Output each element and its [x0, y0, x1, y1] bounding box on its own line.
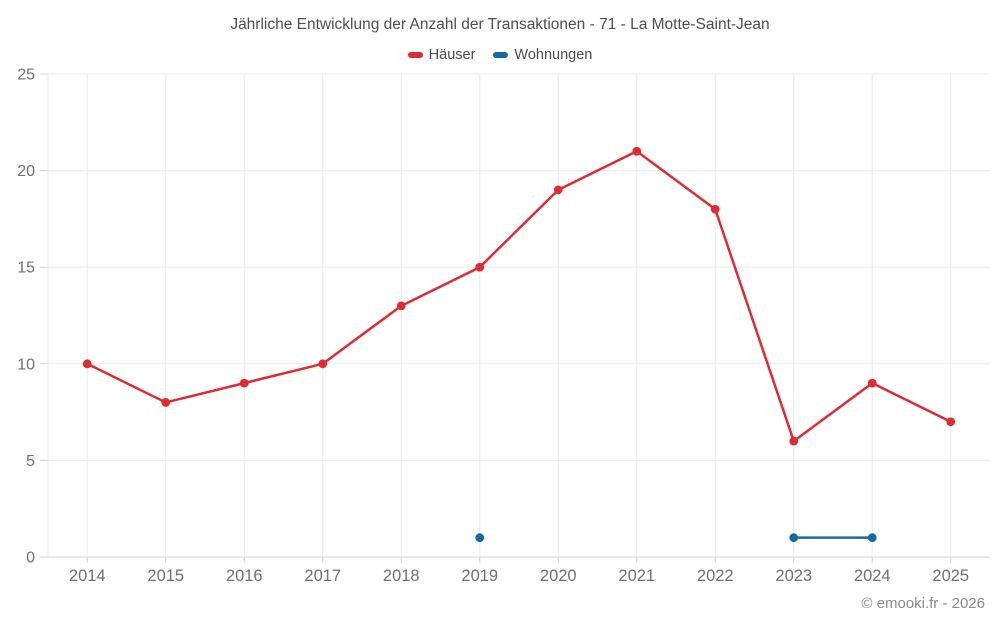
chart-title: Jährliche Entwicklung der Anzahl der Tra… — [230, 16, 770, 33]
data-point[interactable] — [161, 398, 171, 407]
legend-item[interactable]: Wohnungen — [493, 47, 592, 63]
x-axis-label: 2020 — [540, 567, 577, 585]
data-point[interactable] — [710, 204, 720, 214]
y-axis-label: 0 — [26, 550, 35, 567]
data-point[interactable] — [239, 378, 249, 388]
x-axis-label: 2022 — [697, 567, 734, 585]
x-axis-label: 2017 — [304, 567, 341, 585]
data-point[interactable] — [475, 533, 485, 543]
data-point[interactable] — [396, 301, 406, 311]
x-axis-label: 2021 — [618, 567, 655, 585]
x-axis-label: 2024 — [854, 567, 891, 585]
data-point[interactable] — [867, 378, 877, 388]
x-axis-label: 2023 — [775, 567, 812, 585]
y-axis-label: 10 — [17, 356, 35, 373]
legend-item[interactable]: Häuser — [407, 47, 476, 63]
data-point[interactable] — [318, 359, 328, 369]
x-axis-label: 2019 — [461, 567, 498, 585]
x-axis-label: 2015 — [147, 567, 184, 585]
data-point[interactable] — [82, 359, 92, 369]
x-axis-label: 2016 — [226, 567, 263, 585]
series-line — [86, 150, 952, 443]
legend-label: Wohnungen — [514, 47, 593, 63]
data-point[interactable] — [632, 146, 642, 156]
legend-swatch — [493, 52, 509, 58]
data-point[interactable] — [946, 417, 956, 427]
data-point[interactable] — [789, 533, 799, 543]
y-axis-label: 15 — [17, 260, 35, 277]
copyright-footer: © emooki.fr - 2026 — [861, 595, 985, 612]
y-axis-label: 5 — [26, 453, 35, 470]
data-point[interactable] — [553, 185, 563, 195]
y-axis-label: 20 — [17, 163, 35, 180]
data-point[interactable] — [867, 533, 877, 543]
y-axis-label: 25 — [17, 67, 35, 84]
data-point[interactable] — [789, 436, 799, 446]
x-axis-label: 2018 — [383, 567, 420, 585]
x-axis-label: 2025 — [932, 567, 969, 585]
legend-label: Häuser — [428, 47, 476, 63]
legend-swatch — [407, 52, 423, 58]
data-point[interactable] — [475, 262, 485, 272]
x-axis-label: 2014 — [69, 567, 106, 585]
chart-legend: Häuser Wohnungen — [0, 47, 1000, 63]
